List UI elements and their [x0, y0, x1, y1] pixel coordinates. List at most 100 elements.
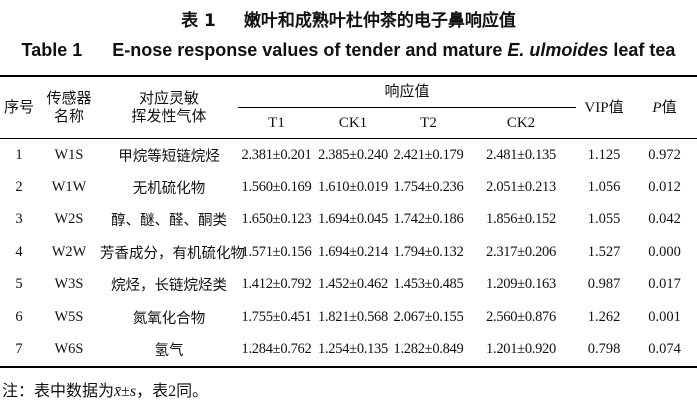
p-symbol: P [652, 99, 662, 116]
index: 4 [15, 243, 23, 260]
gas: 无机硫化物 [132, 181, 206, 198]
title-en: Table 1 E-nose response values of tender … [0, 40, 697, 61]
stat: 2.481±0.135 [486, 146, 556, 163]
stat: 1.755±0.451 [241, 308, 312, 325]
p-suffix: 值 [661, 99, 677, 116]
sensor: W2S [54, 211, 84, 228]
index: 1 [15, 146, 23, 163]
stat: 1.794±0.132 [393, 243, 464, 260]
index: 5 [15, 276, 23, 293]
vip: 1.527 [587, 243, 621, 260]
stat: 1.742±0.186 [393, 211, 464, 228]
stat: 1.209±0.163 [486, 276, 556, 293]
table-row: 7 W6S 氢气 1.284±0.762 1.254±0.135 1.282±0.849 1… [0, 333, 697, 366]
index: 2 [15, 179, 23, 196]
stat: 1.282±0.849 [393, 341, 464, 358]
table-row: 5 W3S 烷烃，长链烷烃类 1.412±0.792 1.452±0.462 1.453±… [0, 269, 697, 301]
header-vip: VIP值 [576, 76, 633, 139]
index: 3 [15, 211, 23, 228]
p-value: 0.972 [648, 146, 681, 163]
gas: 烷烃，长链烷烃类 [111, 278, 227, 295]
p-value: 0.000 [648, 243, 681, 260]
stat: 1.754±0.236 [393, 179, 464, 196]
sensor: W6S [54, 341, 84, 358]
stat: 2.381±0.201 [241, 146, 312, 163]
stat: 1.284±0.762 [241, 341, 312, 358]
table-row: 3 W2S 醇、醚、醛、酮类 1.650±0.123 1.694±0.045 1.742±… [0, 204, 697, 236]
table-row: 2 W1W 无机硫化物 1.560±0.169 1.610±0.019 1.754±0.2… [0, 171, 697, 203]
stat: 1.694±0.045 [318, 211, 388, 228]
header-group: T1 [238, 107, 315, 139]
p-value: 0.074 [648, 341, 681, 358]
stat: 1.856±0.152 [486, 211, 556, 228]
gas: 芳香成分，有机硫化物 [100, 245, 245, 262]
sensor: W3S [54, 276, 84, 293]
stat: 2.560±0.876 [486, 308, 556, 325]
header-line: 对应灵敏 [138, 90, 199, 107]
note-symbol: s [129, 383, 137, 400]
header-line: 名称 [53, 108, 84, 125]
gas: 醇、醚、醛、酮类 [111, 213, 227, 230]
title-cn-text: 嫩叶和成熟叶杜仲茶的电子鼻响应值 [243, 11, 516, 31]
title-en-species: E. ulmoides [507, 40, 609, 60]
vip: 1.055 [587, 211, 621, 228]
gas: 氮氧化合物 [132, 310, 206, 327]
header-p: P值 [632, 76, 697, 139]
sensor: W1S [54, 146, 84, 163]
gas: 甲烷等短链烷烃 [118, 148, 220, 165]
note-symbol: x̄ [114, 383, 122, 400]
note: 注：表中数据为x̄±s，表2同。 [2, 377, 208, 401]
table: 序号 传感器 名称 对应灵敏 挥发性气体 响应值 VIP值 P值 T1 CK1 T2… [0, 75, 697, 368]
stat: 1.412±0.792 [241, 276, 312, 293]
vip: 1.262 [587, 308, 621, 325]
note-text: 注：表中数据为 [2, 383, 115, 400]
stat: 1.254±0.135 [318, 341, 388, 358]
stat: 2.317±0.206 [486, 243, 556, 260]
header-index: 序号 [0, 76, 38, 139]
stat: 1.453±0.485 [393, 276, 464, 293]
table-row: 6 W5S 氮氧化合物 1.755±0.451 1.821±0.568 2.067±0.1… [0, 301, 697, 333]
sensor: W5S [54, 308, 84, 325]
header-group: CK1 [315, 107, 391, 139]
table-body: 1 W1S 甲烷等短链烷烃 2.381±0.201 2.385±0.240 2.421±0… [0, 139, 697, 367]
header-line: 挥发性气体 [131, 108, 207, 125]
p-value: 0.001 [648, 308, 681, 325]
vip: 0.987 [587, 276, 621, 293]
index: 6 [15, 308, 23, 325]
title-en-label: Table 1 [21, 40, 83, 60]
title-en-text: leaf tea [608, 40, 676, 60]
sensor: W2W [51, 243, 87, 260]
stat: 1.650±0.123 [241, 211, 312, 228]
stat: 1.694±0.214 [318, 243, 388, 260]
table-row: 1 W1S 甲烷等短链烷烃 2.381±0.201 2.385±0.240 2.421±0… [0, 139, 697, 172]
stat: 1.821±0.568 [318, 308, 388, 325]
header-sensor: 传感器 名称 [38, 76, 100, 139]
stat: 2.051±0.213 [486, 179, 556, 196]
stat: 1.571±0.156 [241, 243, 312, 260]
note-text: ，表2同。 [136, 383, 209, 400]
sensor: W1W [51, 179, 87, 196]
p-value: 0.012 [648, 179, 681, 196]
table-row: 4 W2W 芳香成分，有机硫化物 1.571±0.156 1.694±0.214 1.79… [0, 236, 697, 268]
header-group: CK2 [466, 107, 577, 139]
note-text: ± [121, 383, 130, 400]
p-value: 0.017 [648, 276, 681, 293]
vip: 1.056 [587, 179, 621, 196]
index: 7 [15, 341, 23, 358]
header-response: 响应值 [238, 76, 577, 108]
stat: 1.452±0.462 [318, 276, 388, 293]
stat: 1.610±0.019 [318, 179, 388, 196]
header-group: T2 [391, 107, 466, 139]
stat: 2.421±0.179 [393, 146, 464, 163]
gas: 氢气 [154, 343, 184, 360]
vip: 0.798 [587, 341, 621, 358]
vip: 1.125 [587, 146, 621, 163]
p-value: 0.042 [648, 211, 681, 228]
header-gas: 对应灵敏 挥发性气体 [100, 76, 238, 139]
title-cn-label: 表 1 [181, 11, 216, 31]
stat: 1.560±0.169 [241, 179, 312, 196]
stat: 2.067±0.155 [393, 308, 464, 325]
stat: 2.385±0.240 [318, 146, 388, 163]
stat: 1.201±0.920 [486, 341, 556, 358]
